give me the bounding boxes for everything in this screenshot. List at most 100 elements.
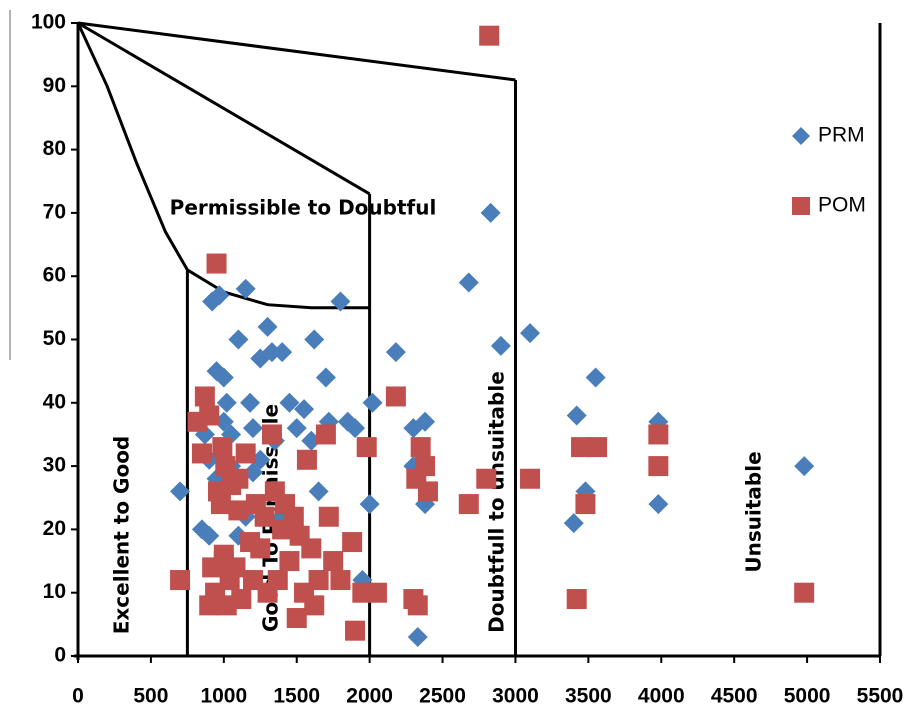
pom-point: [194, 386, 215, 407]
pom-point: [315, 424, 336, 445]
pom-point: [476, 468, 497, 489]
prm-point: [490, 335, 511, 356]
pom-point: [407, 595, 428, 616]
x-tick-label: 1000: [200, 685, 247, 708]
prm-point: [170, 481, 191, 502]
pom-point: [458, 494, 479, 515]
pom-point: [212, 437, 233, 458]
pom-point: [794, 582, 815, 603]
prm-point: [257, 316, 278, 337]
pom-point: [296, 449, 317, 470]
prm-point: [345, 418, 366, 439]
legend-prm-marker: [792, 127, 810, 145]
pom-point: [575, 494, 596, 515]
pom-point: [587, 437, 608, 458]
data-points: [170, 25, 815, 648]
prm-point: [308, 481, 329, 502]
pom-point: [228, 500, 249, 521]
pom-point: [410, 437, 431, 458]
prm-point: [199, 525, 220, 546]
pom-point: [199, 405, 220, 426]
legend-label-prm: PRM: [818, 124, 865, 147]
pom-point: [648, 456, 669, 477]
x-tick-label: 500: [133, 685, 168, 708]
y-tick-label: 30: [43, 454, 66, 477]
annotation-excellent-to-good: Excellent to Good: [110, 436, 134, 635]
pom-point: [170, 570, 191, 591]
pom-point: [323, 551, 344, 572]
pom-point: [356, 437, 377, 458]
prm-point: [385, 342, 406, 363]
pom-point: [520, 468, 541, 489]
prm-point: [407, 627, 428, 648]
prm-point: [240, 392, 261, 413]
pom-point: [210, 494, 231, 515]
pom-point: [261, 424, 282, 445]
prm-point: [359, 494, 380, 515]
annotation-permissible-to-doubtful: Permissible to Doubtful: [170, 196, 437, 220]
prm-point: [315, 367, 336, 388]
pom-point: [206, 253, 227, 274]
middle-line: [77, 21, 371, 196]
prm-point: [216, 392, 237, 413]
pom-point: [571, 437, 592, 458]
prm-point: [213, 367, 234, 388]
prm-point: [520, 323, 541, 344]
prm-point: [330, 291, 351, 312]
x-tick-label: 2500: [419, 685, 466, 708]
annotation-unsuitable: Unsuitable: [742, 451, 766, 572]
prm-point: [261, 342, 282, 363]
prm-point: [563, 513, 584, 534]
y-tick-label: 10: [43, 580, 66, 603]
pom-point: [231, 589, 252, 610]
legend-label-pom: POM: [818, 194, 866, 217]
pom-point: [267, 570, 288, 591]
pom-point: [304, 595, 325, 616]
top-line: [77, 21, 516, 82]
legend-pom-marker: [792, 197, 810, 215]
x-tick-label: 4500: [711, 685, 758, 708]
prm-point: [304, 329, 325, 350]
prm-point: [648, 494, 669, 515]
pom-point: [301, 538, 322, 559]
annotation-doubtful-to-unsuitable: Doubtfull to unsuitable: [485, 371, 509, 633]
legend: PRM POM: [792, 124, 866, 217]
pom-point: [279, 551, 300, 572]
prm-point: [480, 202, 501, 223]
pom-point: [318, 506, 339, 527]
pom-point: [199, 595, 220, 616]
prm-point: [209, 285, 230, 306]
prm-point: [228, 329, 249, 350]
pom-point: [286, 608, 307, 629]
x-tick-label: 2000: [346, 685, 393, 708]
pom-point: [228, 468, 249, 489]
pom-point: [191, 443, 212, 464]
prm-point: [279, 392, 300, 413]
prm-point: [566, 405, 587, 426]
y-tick-label: 20: [43, 517, 66, 540]
prm-point: [585, 367, 606, 388]
y-tick-label: 70: [43, 200, 66, 223]
pom-point: [385, 386, 406, 407]
prm-point: [294, 399, 315, 420]
prm-point: [286, 418, 307, 439]
x-tick-label: 3000: [492, 685, 539, 708]
prm-point: [794, 456, 815, 477]
y-tick-label: 60: [43, 264, 66, 287]
x-tick-label: 5500: [857, 685, 904, 708]
pom-point: [213, 551, 234, 572]
pom-point: [308, 570, 329, 591]
pom-point: [235, 443, 256, 464]
pom-point: [250, 538, 271, 559]
pom-point: [345, 620, 366, 641]
pom-point: [330, 570, 351, 591]
pom-point: [254, 506, 275, 527]
prm-point: [242, 418, 263, 439]
prm-point: [362, 392, 383, 413]
pom-point: [566, 589, 587, 610]
x-tick-label: 1500: [273, 685, 320, 708]
pom-point: [648, 424, 669, 445]
lower-curve: [76, 22, 370, 310]
x-tick-label: 0: [72, 685, 84, 708]
